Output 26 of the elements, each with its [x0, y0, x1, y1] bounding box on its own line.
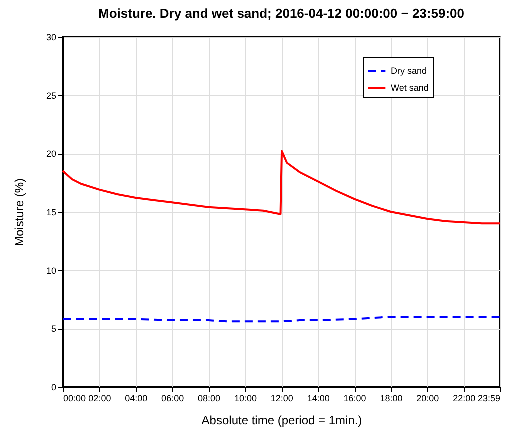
y-tick-label: 0 [51, 382, 56, 392]
x-tick-label: 00:00 [64, 394, 86, 404]
x-tick-label: 12:00 [270, 394, 294, 404]
y-axis-title: Moisture (%) [12, 178, 26, 247]
x-tick-label: 18:00 [380, 394, 403, 404]
line-series [62, 150, 501, 225]
x-tick-label: 16:00 [344, 394, 366, 404]
chart-title: Moisture. Dry and wet sand; 2016-04-12 00:00:00 − 23:59:00 [98, 6, 464, 21]
x-tick-label: 04:00 [125, 394, 148, 404]
legend-label: Wet sand [391, 83, 429, 93]
x-axis-title: Absolute time (period = 1min.) [202, 414, 362, 428]
y-tick-label: 5 [51, 324, 56, 334]
y-tick-label: 15 [46, 208, 56, 218]
legend-label: Dry sand [391, 66, 428, 76]
y-tick-label: 30 [46, 32, 56, 42]
x-tick-label: 08:00 [198, 394, 221, 404]
x-tick-label: 02:00 [88, 394, 112, 404]
y-tick-label: 20 [46, 149, 56, 160]
y-tick-label: 25 [46, 90, 56, 101]
x-tick-label: 20:00 [416, 394, 440, 404]
x-tick-label: 23:59 [478, 394, 500, 404]
x-tick-label: 22:00 [453, 394, 476, 404]
x-tick-label: 10:00 [234, 394, 257, 404]
y-tick-label: 10 [46, 266, 56, 276]
x-tick-label: 06:00 [162, 394, 184, 404]
x-tick-label: 14:00 [307, 394, 330, 404]
